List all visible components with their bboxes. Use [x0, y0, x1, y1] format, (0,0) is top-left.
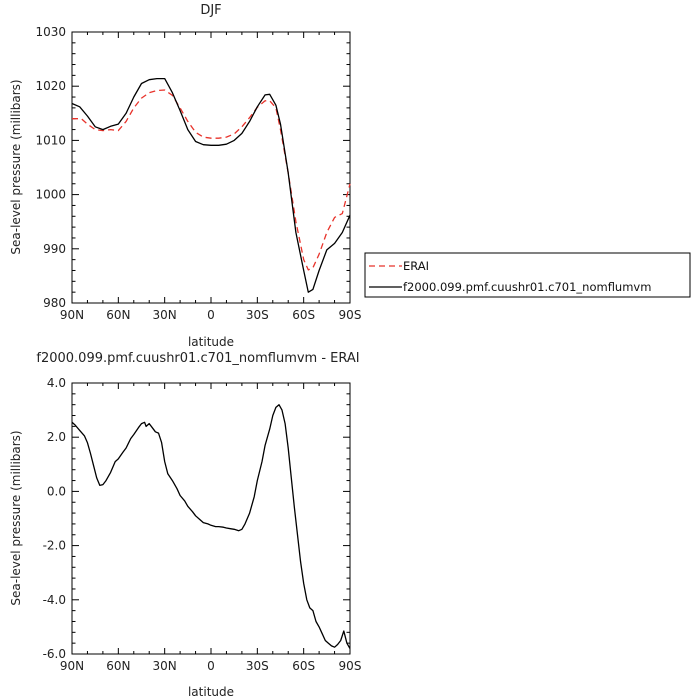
difference-panel: f2000.099.pmf.cuushr01.c701_nomflumvm - … [9, 351, 361, 699]
legend-label-model: f2000.099.pmf.cuushr01.c701_nomflumvm [403, 280, 651, 294]
top-y-tick-label: 1000 [35, 188, 66, 202]
bottom-x-tick-label: 90N [60, 659, 84, 673]
top-x-tick-label: 60S [292, 308, 315, 322]
top-y-axis-label: Sea-level pressure (millibars) [9, 79, 23, 254]
slp-panel: DJF 90N 60N 30N 0 30S 60S 90S 980 990 1000 1010 102… [9, 3, 361, 349]
bottom-x-tick-label: 0 [207, 659, 215, 673]
bottom-y-tick-label: 0.0 [47, 484, 66, 498]
top-x-tick-label: 90S [339, 308, 362, 322]
top-x-tick-label: 60N [106, 308, 130, 322]
legend-box [364, 252, 691, 298]
bottom-x-tick-label: 60S [292, 659, 315, 673]
top-y-tick-label: 1020 [35, 79, 66, 93]
bottom-y-tick-label: 4.0 [47, 376, 66, 390]
top-x-tick-label: 0 [207, 308, 215, 322]
top-series-line-0 [72, 89, 351, 271]
top-x-tick-label: 30N [153, 308, 177, 322]
top-plot-frame [71, 31, 351, 304]
bottom-x-tick-label: 90S [339, 659, 362, 673]
bottom-y-tick-label: -4.0 [43, 593, 66, 607]
bottom-y-axis-label: Sea-level pressure (millibars) [9, 430, 23, 605]
top-y-tick-label: 1030 [35, 25, 66, 39]
bottom-y-tick-label: -6.0 [43, 647, 66, 661]
top-y-tick-label: 980 [43, 296, 66, 310]
bottom-x-tick-label: 30S [246, 659, 269, 673]
bottom-plot-frame [71, 382, 351, 655]
bottom-x-axis-label: latitude [188, 685, 234, 699]
top-y-tick-label: 1010 [35, 133, 66, 147]
legend-label-erai: ERAI [403, 259, 429, 273]
top-chart-title: DJF [200, 3, 221, 18]
legend: ERAI f2000.099.pmf.cuushr01.c701_nomflum… [364, 252, 691, 298]
top-x-axis-label: latitude [188, 335, 234, 349]
top-series-line-1 [71, 77, 351, 293]
bottom-y-tick-label: -2.0 [43, 539, 66, 553]
top-y-tick-label: 990 [43, 242, 66, 256]
bottom-y-tick-label: 2.0 [47, 430, 66, 444]
bottom-x-tick-label: 30N [153, 659, 177, 673]
bottom-chart-title: f2000.099.pmf.cuushr01.c701_nomflumvm - … [36, 351, 359, 366]
bottom-x-tick-label: 60N [106, 659, 130, 673]
top-x-tick-label: 30S [246, 308, 269, 322]
top-x-tick-label: 90N [60, 308, 84, 322]
bottom-series-line-0 [71, 404, 351, 649]
